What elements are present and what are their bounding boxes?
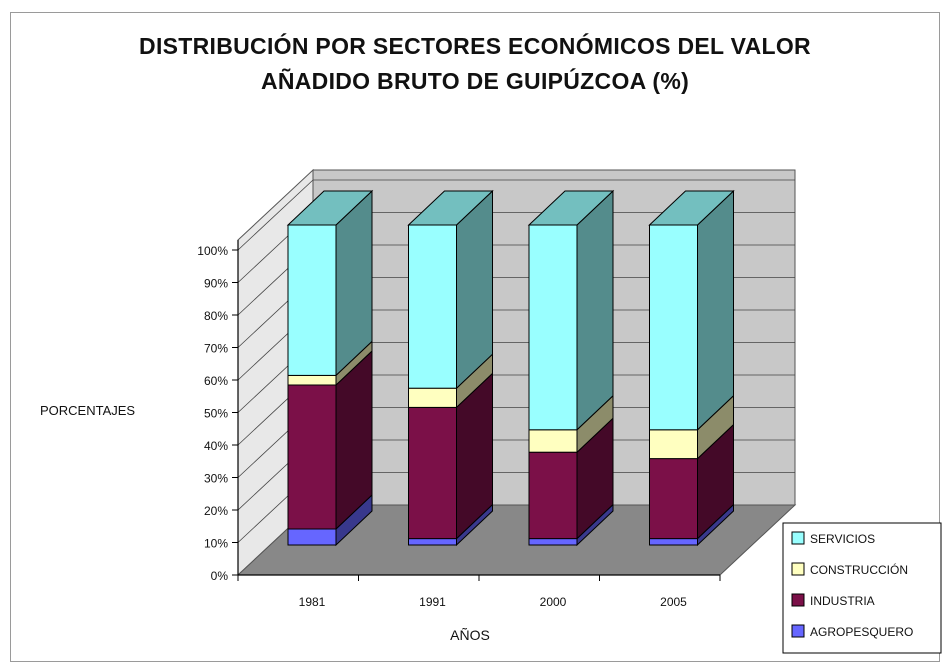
bar-segment-servicios bbox=[286, 189, 374, 377]
legend-entry: INDUSTRIA bbox=[791, 593, 875, 608]
y-tick-label: 50% bbox=[204, 407, 228, 421]
bar-segment-industria bbox=[528, 417, 614, 540]
y-axis-label: PORCENTAJES bbox=[40, 403, 135, 418]
legend-entry: SERVICIOS bbox=[791, 531, 875, 546]
bar-face bbox=[408, 406, 457, 540]
chart-title-line-1: DISTRIBUCIÓN POR SECTORES ECONÓMICOS DEL… bbox=[139, 33, 811, 59]
legend-entry: AGROPESQUERO bbox=[791, 624, 913, 639]
y-tick-label: 20% bbox=[204, 504, 228, 518]
bar-face bbox=[528, 538, 578, 546]
category-label: 1991 bbox=[419, 595, 446, 609]
bar-face bbox=[408, 538, 457, 546]
bar-face bbox=[287, 528, 337, 546]
legend-swatch bbox=[791, 531, 805, 545]
y-tick-label: 40% bbox=[204, 439, 228, 453]
bar-segment-construcción bbox=[408, 353, 493, 409]
bar-segment-servicios bbox=[648, 189, 735, 431]
category-label: 2000 bbox=[540, 595, 567, 609]
bar-side bbox=[576, 189, 614, 431]
y-tick-label: 80% bbox=[204, 309, 228, 323]
y-axis: 0% 10% 20% 30% 40% 50% 60% 70% 80% 90% 100% bbox=[197, 240, 720, 583]
bar-face bbox=[287, 374, 337, 386]
y-tick-label: 60% bbox=[204, 374, 228, 388]
bar-top bbox=[286, 190, 374, 226]
bars bbox=[286, 189, 735, 547]
bar-segment-industria bbox=[287, 349, 373, 531]
bar-side bbox=[697, 189, 734, 431]
bar-top bbox=[407, 190, 494, 226]
legend-entry: CONSTRUCCIÓN bbox=[791, 562, 908, 577]
y-tick-label: 0% bbox=[211, 569, 229, 583]
bar-face bbox=[528, 224, 578, 431]
chart-title-line-2: AÑADIDO BRUTO DE GUIPÚZCOA (%) bbox=[260, 68, 690, 94]
legend-label: SERVICIOS bbox=[810, 532, 875, 546]
y-tick-label: 70% bbox=[204, 342, 228, 356]
y-tick-label: 10% bbox=[204, 537, 228, 551]
legend-swatch bbox=[791, 562, 805, 576]
bar-segment-industria bbox=[408, 372, 493, 540]
bar-top bbox=[648, 190, 735, 226]
bar-face bbox=[649, 429, 698, 460]
bar-segment-servicios bbox=[527, 189, 615, 431]
bar-segment-agropesquero bbox=[287, 493, 373, 547]
bar-face bbox=[649, 458, 698, 540]
y-tick-label: 100% bbox=[197, 244, 228, 258]
category-label: 1981 bbox=[299, 595, 326, 609]
legend-label: CONSTRUCCIÓN bbox=[810, 562, 908, 577]
gridline-side bbox=[237, 179, 314, 251]
x-axis-label: AÑOS bbox=[450, 627, 490, 643]
legend-label: INDUSTRIA bbox=[810, 594, 875, 608]
bar-segment-servicios bbox=[407, 189, 494, 390]
bar-face bbox=[287, 224, 337, 376]
bar-face bbox=[649, 224, 698, 431]
bar-face bbox=[287, 384, 337, 530]
legend-swatch bbox=[791, 624, 805, 638]
legend-swatch bbox=[791, 593, 805, 607]
bar-face bbox=[528, 429, 578, 453]
y-tick-label: 90% bbox=[204, 277, 228, 291]
legend-label: AGROPESQUERO bbox=[810, 625, 913, 639]
bar-face bbox=[408, 387, 457, 408]
bar-segment-industria bbox=[649, 423, 734, 540]
legend-box bbox=[782, 522, 942, 654]
bar-face bbox=[408, 224, 457, 389]
category-labels: 1981 1991 2000 2005 bbox=[237, 575, 721, 609]
category-label: 2005 bbox=[660, 595, 687, 609]
bar-face bbox=[649, 538, 698, 546]
y-tick-label: 30% bbox=[204, 472, 228, 486]
bar-top bbox=[527, 190, 615, 226]
legend: SERVICIOS CONSTRUCCIÓN INDUSTRIA AGROPESQUE… bbox=[782, 522, 942, 654]
bar-face bbox=[528, 451, 578, 540]
